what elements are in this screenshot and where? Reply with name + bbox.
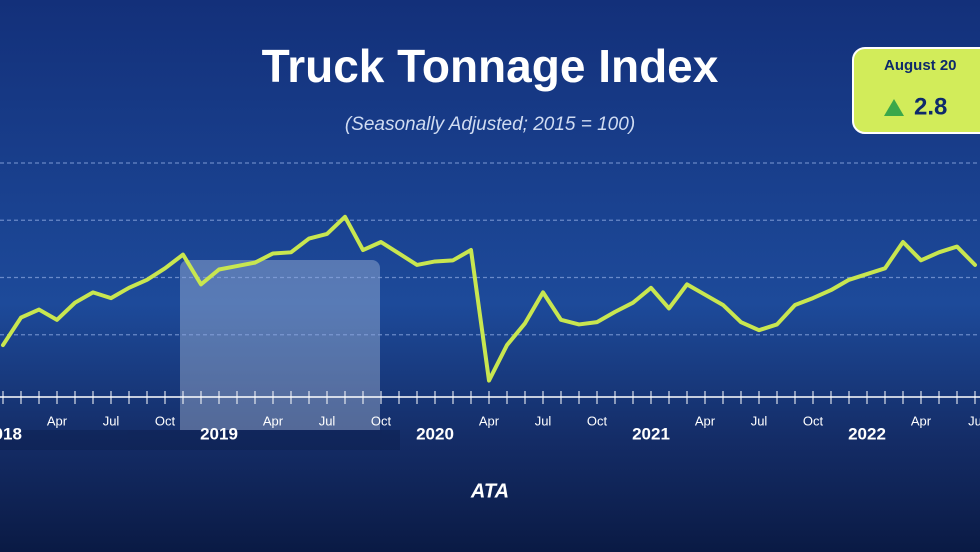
x-tick-label: Apr <box>263 413 284 428</box>
x-tick-label: 2021 <box>632 424 670 443</box>
logo: ATA <box>470 480 509 502</box>
x-tick-label: 2018 <box>0 424 22 443</box>
truck-silhouette <box>0 260 400 450</box>
x-tick-label: Oct <box>155 413 176 428</box>
x-tick-label: 2022 <box>848 424 886 443</box>
badge <box>852 47 980 134</box>
badge-arrow <box>884 99 904 116</box>
x-tick-label: Jul <box>535 413 552 428</box>
badge-value: 2.8 <box>914 93 947 120</box>
x-tick-label: Jul <box>751 413 768 428</box>
x-tick-label: Ju <box>968 413 980 428</box>
x-tick-label: Apr <box>695 413 716 428</box>
chart-title: Truck Tonnage Index <box>262 40 719 92</box>
x-tick-label: 2020 <box>416 424 454 443</box>
x-tick-label: Oct <box>803 413 824 428</box>
x-tick-label: Jul <box>103 413 120 428</box>
x-tick-label: Jul <box>319 413 336 428</box>
chart-subtitle: (Seasonally Adjusted; 2015 = 100) <box>345 114 635 135</box>
x-tick-label: Apr <box>479 413 500 428</box>
badge-title: August 20 <box>884 57 957 74</box>
x-tick-label: Oct <box>371 413 392 428</box>
x-tick-label: Oct <box>587 413 608 428</box>
line-series <box>1 214 977 383</box>
x-tick-label: Apr <box>47 413 68 428</box>
x-tick-label: Apr <box>911 413 932 428</box>
x-tick-label: 2019 <box>200 424 238 443</box>
